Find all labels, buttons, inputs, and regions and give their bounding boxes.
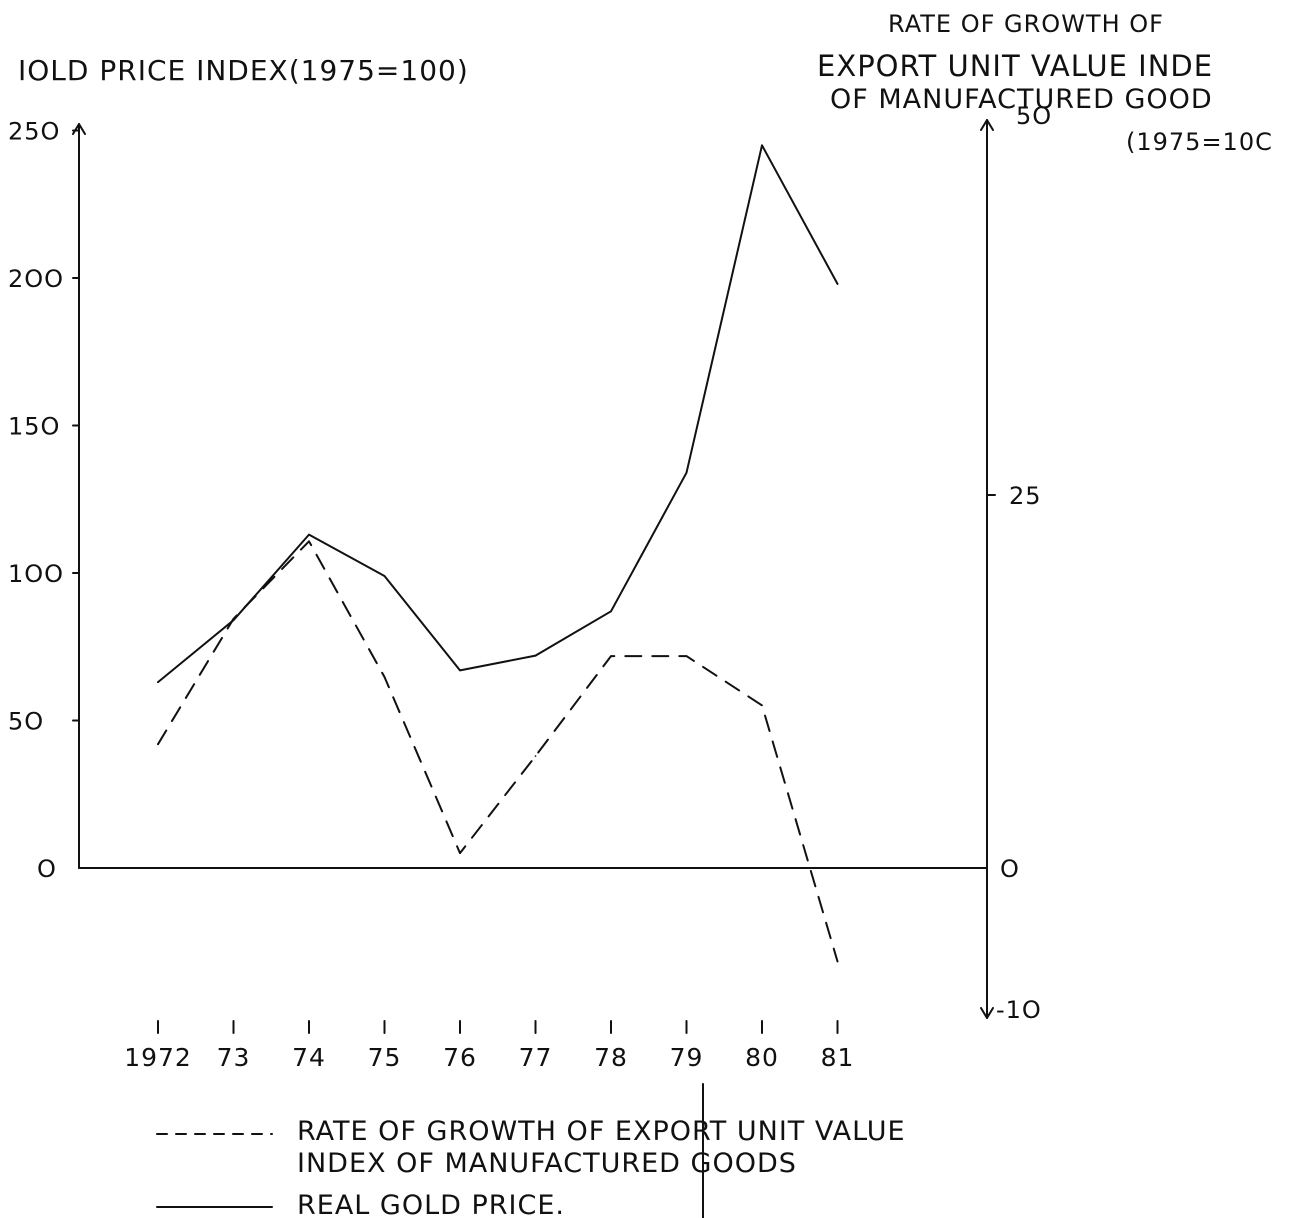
right-axis-title-line-1: RATE OF GROWTH OF xyxy=(888,10,1164,38)
legend-solid-label: REAL GOLD PRICE. xyxy=(297,1190,565,1218)
data-point xyxy=(534,755,537,757)
right-axis-arrow-bottom xyxy=(980,1007,994,1019)
left-tick-label: O xyxy=(37,855,57,883)
left-tick-label: 2OO xyxy=(8,265,64,293)
data-point xyxy=(232,619,235,621)
right-axis-title-line-2: EXPORT UNIT VALUE INDE xyxy=(817,49,1213,83)
data-point xyxy=(383,676,386,678)
legend: RATE OF GROWTH OF EXPORT UNIT VALUE INDE… xyxy=(156,1083,906,1218)
right-axis-arrow-top xyxy=(980,119,994,131)
data-point xyxy=(534,654,537,657)
data-point xyxy=(685,655,688,657)
x-tick-label: 78 xyxy=(594,1043,628,1072)
data-point xyxy=(308,540,310,543)
data-point xyxy=(157,681,159,683)
data-point xyxy=(761,704,763,707)
right-tick-label: 5O xyxy=(1016,102,1052,130)
legend-dashed-label-line-1: RATE OF GROWTH OF EXPORT UNIT VALUE xyxy=(297,1116,906,1147)
legend-dashed-label-line-2: INDEX OF MANUFACTURED GOODS xyxy=(297,1148,797,1179)
right-axis-ticks: -1O O 25 5O xyxy=(986,102,1052,1024)
x-tick-label: 73 xyxy=(217,1043,251,1072)
data-point xyxy=(685,471,688,474)
data-point xyxy=(383,575,386,577)
data-point xyxy=(836,960,839,963)
data-point xyxy=(610,610,612,613)
x-tick-label: 75 xyxy=(368,1043,402,1072)
right-tick-label: O xyxy=(1000,855,1020,883)
right-tick-label: -1O xyxy=(996,996,1042,1024)
right-tick-label: 25 xyxy=(1009,482,1042,510)
series-layer xyxy=(157,144,839,963)
left-axis-ticks: O 5O 1OO 15O 2OO 25O xyxy=(8,118,80,883)
left-axis-title: IOLD PRICE INDEX(1975=100) xyxy=(18,54,469,87)
axes xyxy=(72,119,994,1019)
x-tick-label: 81 xyxy=(821,1043,855,1072)
data-point xyxy=(761,144,763,147)
x-tick-label: 77 xyxy=(519,1043,553,1072)
series-real-gold-price-line xyxy=(157,144,839,684)
x-tick-label: 74 xyxy=(292,1043,326,1072)
right-axis-title-line-3: OF MANUFACTURED GOOD xyxy=(830,84,1213,115)
data-point xyxy=(308,533,310,536)
data-point xyxy=(157,743,159,745)
left-tick-label: 1OO xyxy=(8,560,64,588)
data-point xyxy=(610,655,612,657)
x-tick-label: 76 xyxy=(443,1043,477,1072)
x-axis-ticks: 1972 73 74 75 76 77 78 79 80 81 xyxy=(124,1020,855,1072)
x-tick-label: 80 xyxy=(745,1043,779,1072)
data-point xyxy=(459,669,461,672)
data-point xyxy=(459,852,461,854)
x-tick-label: 79 xyxy=(670,1043,704,1072)
right-axis-title-line-4: (1975=10C xyxy=(1126,128,1273,156)
data-point xyxy=(836,283,839,285)
x-tick-label: 1972 xyxy=(124,1043,192,1072)
left-tick-label: 5O xyxy=(8,708,44,736)
left-tick-label: 25O xyxy=(8,118,60,146)
series-export-growth-line xyxy=(157,540,839,963)
left-tick-label: 15O xyxy=(8,413,60,441)
